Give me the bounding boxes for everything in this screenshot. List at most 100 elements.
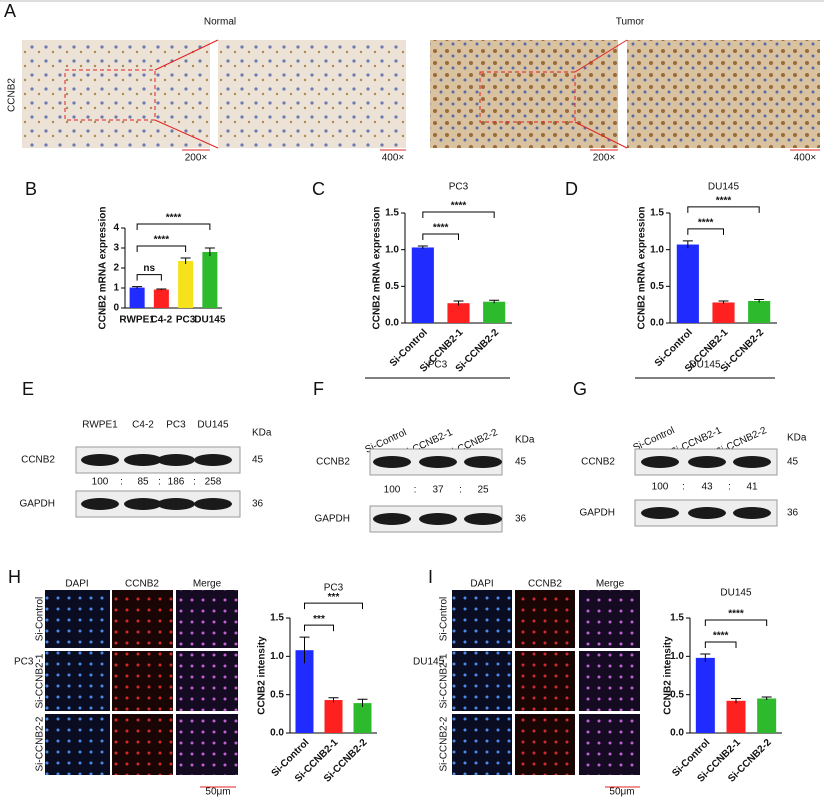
significance-label: **** <box>698 218 714 229</box>
blot-band <box>419 456 457 468</box>
y-tick-label: 0.0 <box>670 728 684 739</box>
error-bar <box>761 696 772 701</box>
significance-bracket <box>422 211 495 218</box>
significance-bracket <box>687 206 760 213</box>
bar <box>129 287 145 308</box>
blot-band <box>733 507 771 519</box>
chart-title: DU145 <box>708 182 740 193</box>
blot-band <box>194 498 232 510</box>
kda-label: 45 <box>515 457 527 468</box>
y-axis-label: CCNB2 mRNA expression <box>98 207 109 330</box>
significance-label: *** <box>328 592 340 603</box>
y-axis-label: CCNB2 intensity <box>663 636 674 715</box>
channel-label: DAPI <box>65 579 88 590</box>
y-tick-label: 2 <box>113 263 119 274</box>
significance-bracket <box>136 274 162 281</box>
ratio-separator: : <box>414 485 417 496</box>
blot-band <box>688 507 726 519</box>
blot-band <box>124 454 162 466</box>
bar <box>353 703 372 733</box>
ratio-separator: : <box>120 477 123 488</box>
y-tick-label: 0.5 <box>670 689 684 700</box>
blot-band <box>641 456 679 468</box>
group-label: Normal <box>204 17 236 28</box>
bar <box>178 261 194 308</box>
chart-title: DU145 <box>720 588 752 599</box>
bar <box>483 301 506 323</box>
blot-title: PC3 <box>428 360 448 371</box>
error-bar <box>180 257 191 264</box>
zoom-box <box>479 71 576 123</box>
error-bar <box>731 698 741 704</box>
blot-band <box>194 454 232 466</box>
row-label: CCNB2 <box>581 457 615 468</box>
error-bar <box>132 286 143 289</box>
kda-label: 36 <box>787 508 799 519</box>
ratio: 37 <box>432 485 444 496</box>
bar <box>411 247 434 323</box>
y-axis-label: CCNB2 mRNA expression <box>637 207 648 330</box>
ratio: 186 <box>168 477 185 488</box>
panel-label: E <box>22 379 34 399</box>
ratio: 85 <box>137 477 149 488</box>
y-tick-label: 0.5 <box>385 281 399 292</box>
row-label: CCNB2 <box>7 78 18 112</box>
ratio: 41 <box>746 482 758 493</box>
error-bar <box>357 698 368 707</box>
row-label: GAPDH <box>19 499 55 510</box>
ratio: 43 <box>701 482 713 493</box>
significance-label: ns <box>143 263 155 274</box>
error-bar <box>718 300 729 304</box>
bar <box>153 289 169 308</box>
blot-band <box>688 456 726 468</box>
x-tick-label: DU145 <box>194 315 226 326</box>
significance-label: **** <box>166 213 182 224</box>
row-label: Si-CCNB2-1 <box>35 653 46 708</box>
significance-bracket <box>687 228 724 235</box>
unit-label: KDa <box>515 435 535 446</box>
histology-image <box>627 40 820 148</box>
blot-band <box>419 513 457 525</box>
panel-label: B <box>25 179 37 199</box>
error-bar <box>328 697 339 703</box>
y-axis-label: CCNB2 intensity <box>257 636 268 715</box>
significance-bracket <box>136 223 211 230</box>
ratio-separator: : <box>728 482 731 493</box>
blot-band <box>81 498 119 510</box>
y-tick-label: 1.0 <box>385 244 399 255</box>
row-label: GAPDH <box>314 514 350 525</box>
lane-label: DU145 <box>197 420 229 431</box>
lane-label: RWPE1 <box>82 420 118 431</box>
ratio-separator: : <box>459 485 462 496</box>
y-tick-label: 1.0 <box>670 651 684 662</box>
group-label: Tumor <box>616 17 645 28</box>
kda-label: 45 <box>787 457 799 468</box>
significance-bracket <box>304 624 334 632</box>
channel-label: DAPI <box>470 579 493 590</box>
zoom-line <box>154 39 628 149</box>
zoom-box <box>64 69 156 121</box>
histology-image <box>218 40 406 148</box>
panel-label: A <box>4 1 16 21</box>
y-tick-label: 1.5 <box>670 613 684 624</box>
y-tick-label: 1.5 <box>650 208 664 219</box>
if-images <box>45 590 640 775</box>
error-bar <box>204 247 215 256</box>
blot-band <box>464 513 502 525</box>
row-label: GAPDH <box>579 508 615 519</box>
ratio-separator: : <box>193 477 196 488</box>
y-tick-label: 1.0 <box>270 651 284 662</box>
channel-label: CCNB2 <box>125 579 159 590</box>
blot-band <box>157 454 195 466</box>
error-bar <box>700 653 711 662</box>
cell-line: PC3 <box>14 657 34 668</box>
y-tick-label: 4 <box>113 223 119 234</box>
error-bar <box>453 300 464 306</box>
chart-title: PC3 <box>324 583 344 594</box>
significance-label: **** <box>433 223 449 234</box>
y-tick-label: 3 <box>113 243 119 254</box>
magnification: 400× <box>382 153 405 164</box>
bar <box>726 700 746 733</box>
ratio: 25 <box>477 485 489 496</box>
ratio: 100 <box>652 482 669 493</box>
